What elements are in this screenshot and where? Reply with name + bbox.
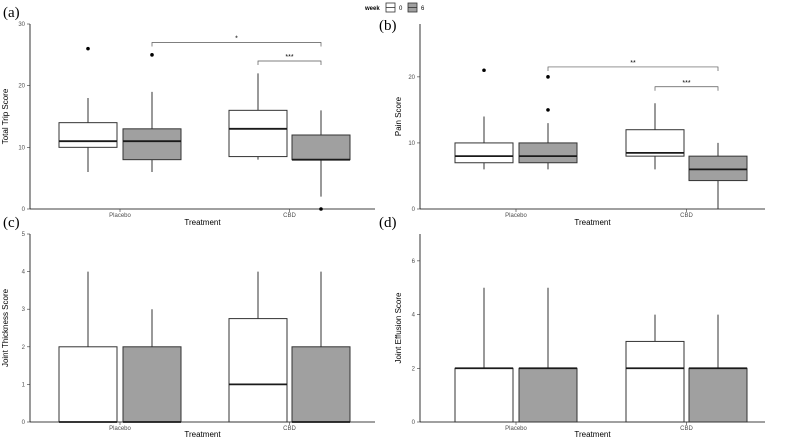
box-body [291, 134, 351, 161]
bracket-line [547, 66, 719, 71]
x-axis-title: Treatment [184, 218, 221, 227]
x-axis-title: Treatment [574, 430, 611, 439]
y-tick-label: 6 [412, 259, 416, 265]
y-tick-label: 30 [18, 22, 25, 28]
bracket-line [151, 42, 322, 47]
box-body [518, 367, 578, 423]
box-placebo-week-0 [58, 46, 118, 172]
box-body [122, 346, 182, 423]
outlier-point [150, 53, 154, 57]
y-tick-label: 10 [408, 141, 415, 147]
significance-bracket: *** [654, 80, 719, 91]
legend-label-week-0: 0 [399, 6, 403, 12]
y-tick-label: 0 [412, 207, 416, 213]
significance-label: *** [682, 80, 690, 87]
box-body [625, 129, 685, 157]
significance-label: * [235, 36, 238, 43]
significance-label: *** [285, 54, 293, 61]
outlier-point [546, 75, 550, 79]
box-placebo-week-0 [454, 68, 514, 170]
significance-bracket: * [151, 36, 322, 47]
box-body [228, 109, 288, 158]
box-cbd-week-0 [625, 103, 685, 170]
box-cbd-week-6 [291, 110, 351, 211]
outlier-point [319, 207, 323, 211]
panel-label: (b) [379, 18, 397, 34]
box-placebo-week-6 [518, 75, 578, 170]
significance-bracket: ** [547, 60, 719, 71]
box-placebo-week-0 [454, 287, 514, 423]
outlier-point [86, 46, 90, 51]
y-tick-label: 3 [22, 307, 26, 313]
box-body [625, 340, 685, 423]
y-tick-label: 5 [22, 232, 26, 238]
outlier-point [546, 108, 550, 112]
box-cbd-week-0 [625, 314, 685, 423]
box-body [122, 128, 182, 161]
box-body [454, 142, 514, 164]
box-body [454, 367, 514, 423]
y-tick-label: 0 [22, 207, 26, 213]
y-tick-label: 4 [22, 270, 26, 276]
box-placebo-week-6 [518, 287, 578, 423]
legend-label-week-6: 6 [421, 6, 425, 12]
panel-d: (d) 0 2 4 6 Placebo CBD Treatment Joint Effusion… [379, 215, 765, 439]
box-cbd-week-0 [228, 271, 288, 423]
box-body [58, 122, 118, 148]
y-tick-label: 0 [22, 420, 26, 426]
box-body [518, 142, 578, 164]
y-tick-label: 2 [22, 345, 26, 351]
x-tick-label: Placebo [505, 213, 527, 219]
y-tick-label: 2 [412, 366, 416, 372]
y-tick-label: 0 [412, 420, 416, 426]
x-tick-label: Placebo [109, 426, 131, 432]
y-axis-title: Pain Score [394, 96, 403, 136]
panel-c: (c) 0 1 2 3 4 5 Placebo CBD Treatment Joint Thickn… [1, 215, 375, 439]
y-axis-title: Joint Thickness Score [1, 288, 10, 367]
y-axis-title: Total Trip Score [1, 88, 10, 144]
outlier-point [482, 68, 486, 73]
box-cbd-week-6 [688, 142, 748, 209]
box-body [688, 155, 748, 182]
x-tick-label: Placebo [109, 213, 131, 219]
box-cbd-week-6 [688, 314, 748, 423]
box-cbd-week-6 [291, 271, 351, 423]
box-placebo-week-6 [122, 53, 182, 172]
y-tick-label: 20 [18, 84, 25, 90]
box-placebo-week-6 [122, 309, 182, 423]
y-tick-label: 20 [408, 75, 415, 81]
x-tick-label: CBD [283, 426, 296, 432]
x-axis-title: Treatment [574, 218, 611, 227]
legend: week 0 6 [364, 2, 425, 13]
box-body [688, 367, 748, 423]
legend-title: week [364, 6, 380, 12]
box-cbd-week-0 [228, 73, 288, 160]
box-body [291, 346, 351, 423]
box-body [58, 346, 118, 423]
significance-label: ** [630, 60, 636, 67]
x-tick-label: CBD [283, 213, 296, 219]
y-axis-title: Joint Effusion Score [394, 292, 403, 364]
x-tick-label: CBD [680, 213, 693, 219]
y-tick-label: 4 [412, 313, 416, 319]
y-tick-label: 1 [22, 382, 26, 388]
panel-label: (c) [3, 215, 20, 231]
box-placebo-week-0 [58, 271, 118, 423]
panel-label: (d) [379, 215, 397, 231]
panel-label: (a) [3, 5, 20, 21]
x-tick-label: Placebo [505, 426, 527, 432]
x-axis-title: Treatment [184, 430, 221, 439]
bracket-line [654, 86, 719, 91]
bracket-line [257, 60, 322, 65]
x-tick-label: CBD [680, 426, 693, 432]
y-tick-label: 10 [18, 145, 25, 151]
panel-a: (a) 0 10 20 30 Placebo CBD Treatment Total Trip … [1, 5, 375, 227]
box-body [228, 318, 288, 423]
significance-bracket: *** [257, 54, 322, 65]
